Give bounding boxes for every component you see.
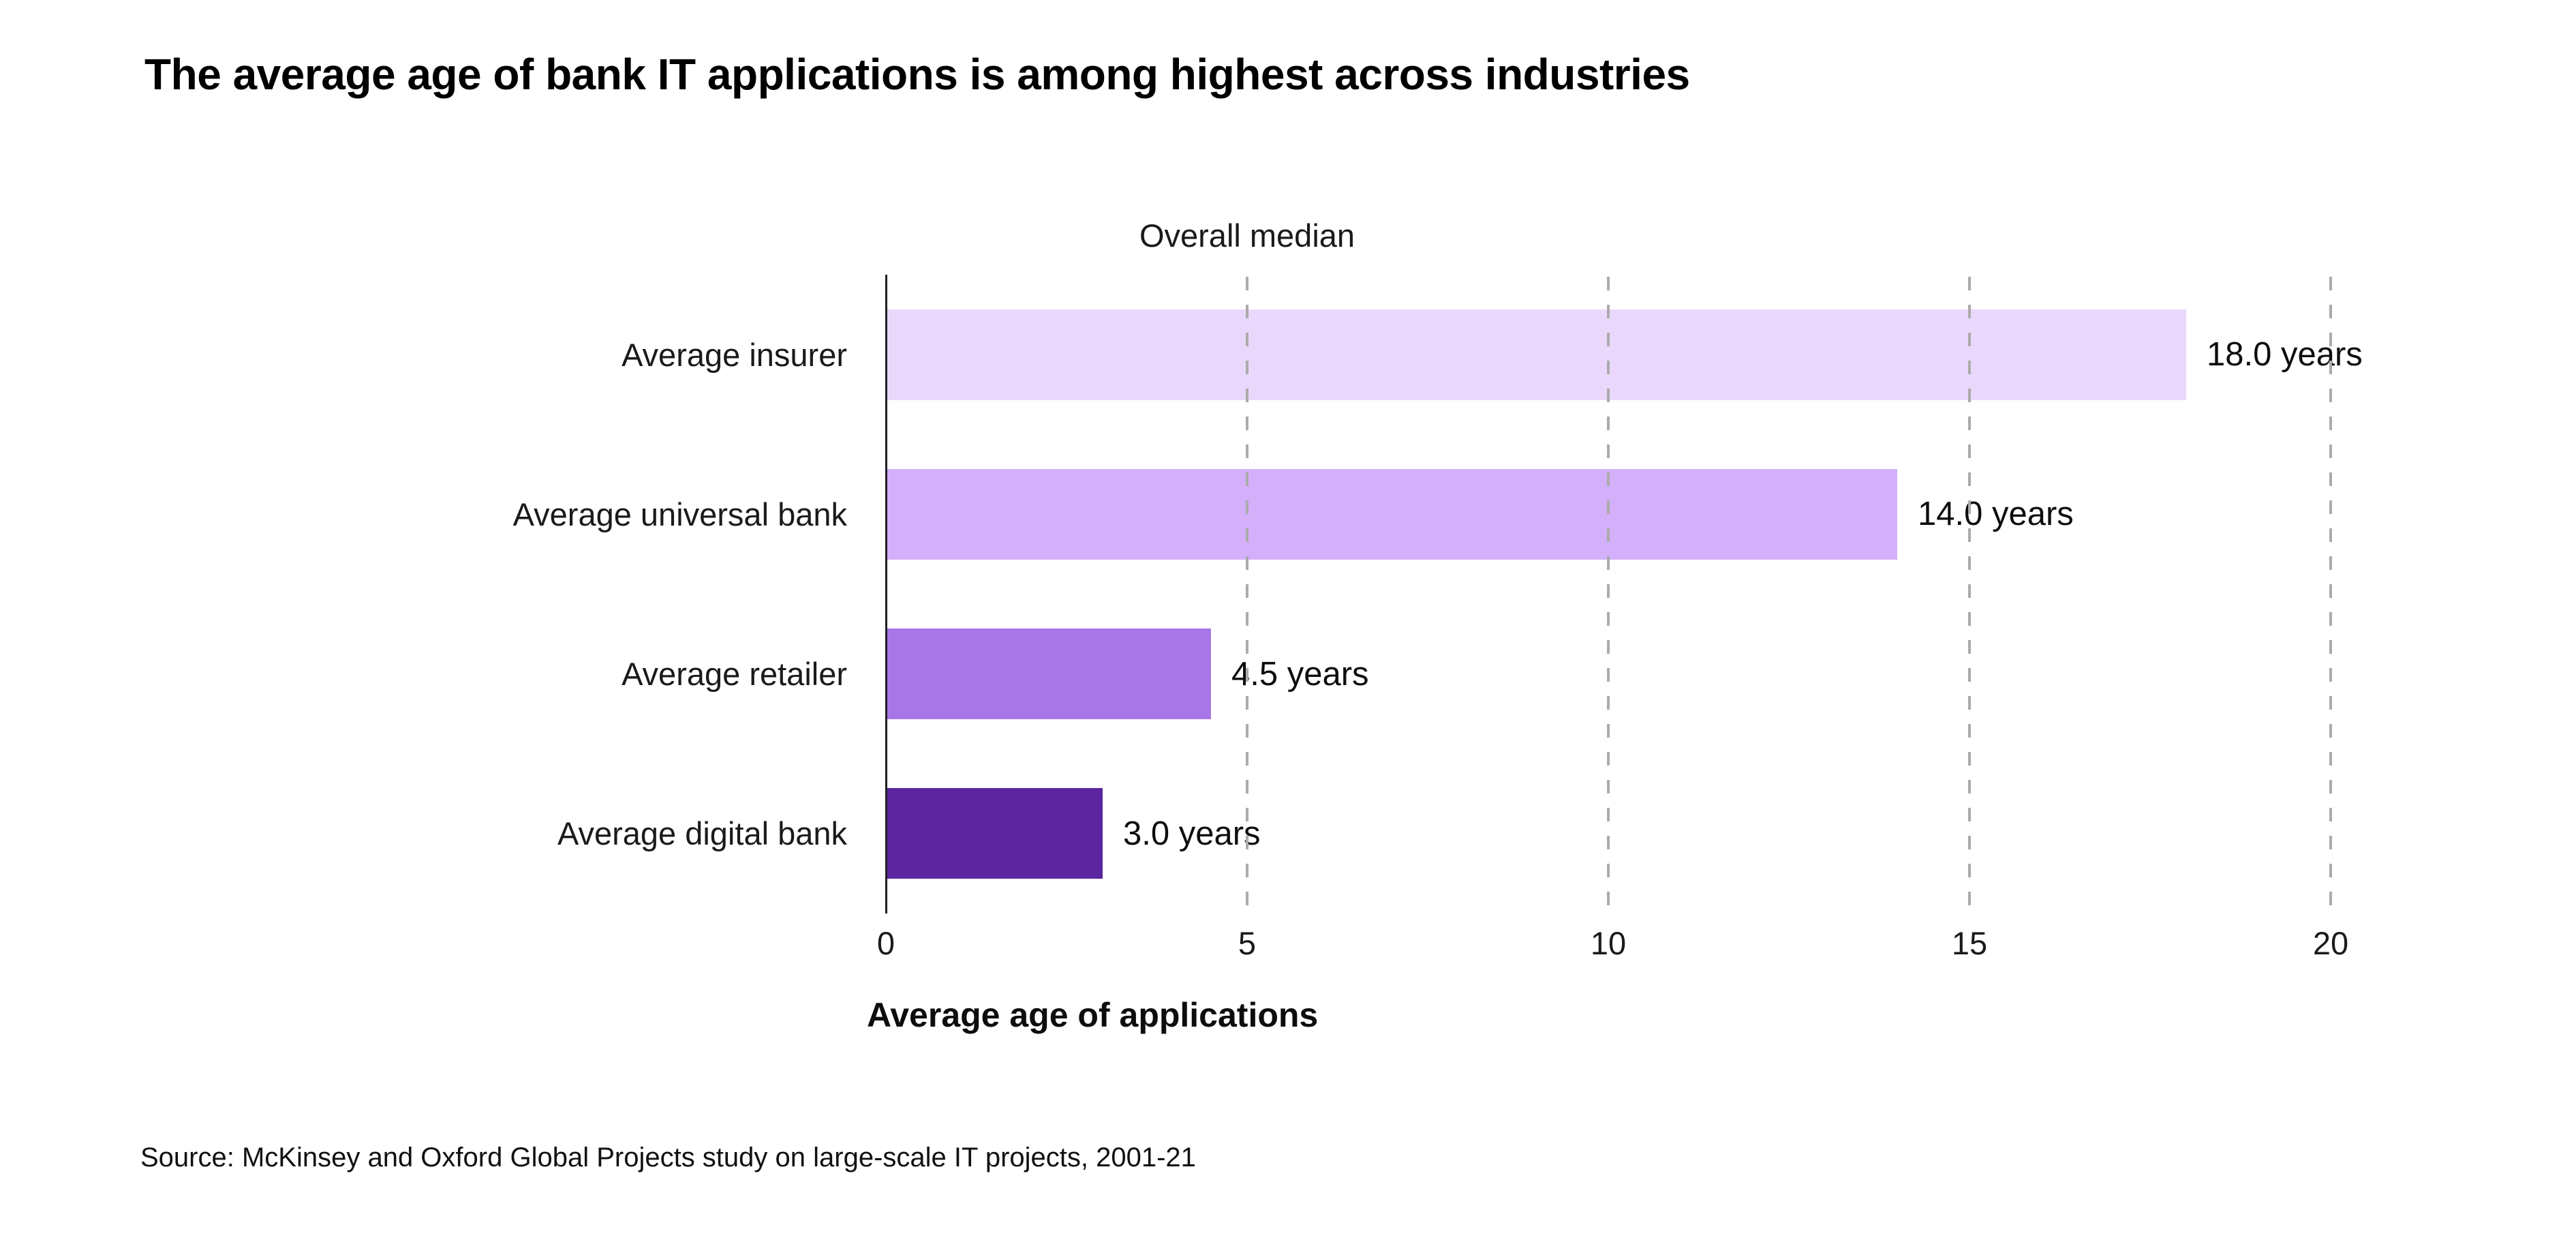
bar xyxy=(886,629,1211,720)
gridline-x-5 xyxy=(1246,277,1248,913)
value-label: 18.0 years xyxy=(2207,336,2363,374)
bar xyxy=(886,788,1103,879)
x-tick-label: 0 xyxy=(876,925,895,961)
category-label: Average insurer xyxy=(622,336,847,373)
bar-track: 4.5 years xyxy=(886,594,2576,754)
bar-row: Average retailer 4.5 years xyxy=(0,594,2576,754)
x-tick-label: 20 xyxy=(2312,925,2349,961)
value-label: 3.0 years xyxy=(1123,815,1261,852)
source-note: Source: McKinsey and Oxford Global Proje… xyxy=(140,1143,1196,1173)
bar-track: 3.0 years xyxy=(886,754,2576,913)
plot-area: Average insurer 18.0 years Average univers… xyxy=(0,275,2576,913)
category-label: Average retailer xyxy=(622,656,847,693)
bar-track: 14.0 years xyxy=(886,434,2576,594)
bar-row: Average insurer 18.0 years xyxy=(0,275,2576,434)
bar xyxy=(886,468,1897,560)
gridline-x-10 xyxy=(1607,277,1610,913)
chart-title: The average age of bank IT applications … xyxy=(144,50,1690,99)
x-tick-label: 15 xyxy=(1951,925,1988,961)
bar-rows: Average insurer 18.0 years Average univers… xyxy=(0,275,2576,913)
y-axis-line xyxy=(885,275,887,913)
gridline-x-15 xyxy=(1968,277,1971,913)
category-label: Average digital bank xyxy=(557,815,847,852)
value-label: 14.0 years xyxy=(1918,496,2074,533)
bar-track: 18.0 years xyxy=(886,275,2576,434)
bar-row: Average universal bank 14.0 years xyxy=(0,434,2576,594)
bar-row: Average digital bank 3.0 years xyxy=(0,754,2576,913)
x-tick-label: 5 xyxy=(1238,925,1257,961)
x-axis-ticks: 0 5 10 15 20 xyxy=(0,924,2576,972)
value-label: 4.5 years xyxy=(1231,655,1369,693)
x-axis-title: Average age of applications xyxy=(867,996,1319,1034)
category-label: Average universal bank xyxy=(512,496,847,532)
bar xyxy=(886,309,2186,400)
gridline-x-20 xyxy=(2329,277,2332,913)
x-tick-label: 10 xyxy=(1590,925,1627,961)
overall-median-annotation: Overall median xyxy=(1139,217,1355,254)
